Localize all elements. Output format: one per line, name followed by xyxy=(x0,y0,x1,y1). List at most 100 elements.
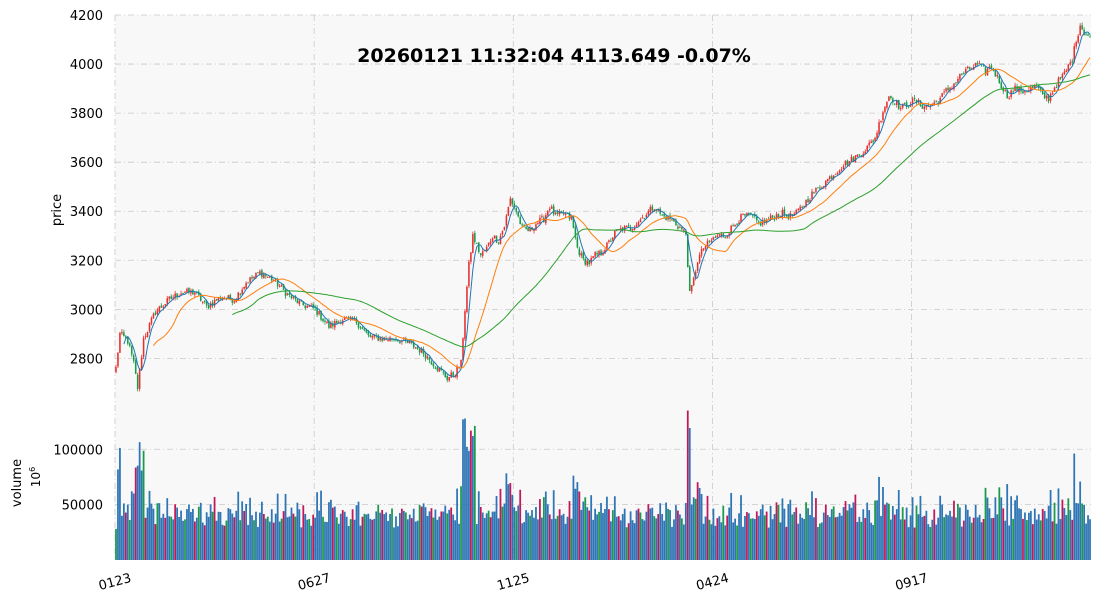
volume-bar xyxy=(635,510,638,560)
volume-bar xyxy=(801,517,804,560)
candle-body xyxy=(939,97,941,104)
volume-bar xyxy=(174,504,177,560)
volume-bar xyxy=(136,465,139,560)
volume-bar xyxy=(1006,484,1009,560)
volume-bar xyxy=(485,513,488,560)
candle-body xyxy=(864,151,867,154)
candle-body xyxy=(422,349,425,355)
candle-body xyxy=(278,286,281,288)
candle-body xyxy=(517,211,520,217)
volume-bar xyxy=(643,520,646,560)
volume-bar xyxy=(606,496,608,560)
volume-bar xyxy=(1010,496,1013,560)
candle-body xyxy=(675,220,677,226)
candle-body xyxy=(846,160,849,166)
volume-bar xyxy=(440,511,443,560)
candle-body xyxy=(631,229,634,231)
candle-body xyxy=(128,343,131,346)
volume-bar xyxy=(675,505,677,560)
volume-bar xyxy=(349,519,352,560)
candle-body xyxy=(698,254,701,263)
volume-bar xyxy=(686,410,689,560)
candle-body xyxy=(523,224,525,226)
volume-bar xyxy=(286,517,289,560)
volume-bar xyxy=(1085,523,1087,560)
volume-bar xyxy=(913,527,916,560)
volume-bar xyxy=(351,509,354,560)
volume-bar xyxy=(404,512,407,560)
volume-bar xyxy=(284,493,287,560)
volume-bar xyxy=(497,518,500,560)
candle-body xyxy=(558,211,561,215)
volume-bar xyxy=(160,517,163,560)
volume-bar xyxy=(479,506,482,560)
candle-body xyxy=(700,248,703,256)
candle-body xyxy=(677,226,679,229)
volume-bar xyxy=(454,520,457,560)
volume-bar xyxy=(657,514,660,560)
volume-bar xyxy=(489,517,492,560)
candle-body xyxy=(324,320,326,322)
candle-body xyxy=(361,327,364,329)
volume-bar xyxy=(1049,489,1052,560)
candle-body xyxy=(343,317,346,320)
volume-bar xyxy=(919,495,922,560)
volume-bar xyxy=(653,516,656,560)
volume-bar xyxy=(773,514,776,560)
volume-bar xyxy=(844,501,847,560)
candle-body xyxy=(805,199,807,207)
volume-bar xyxy=(1055,523,1058,560)
volume-bar xyxy=(684,502,687,560)
candle-body xyxy=(801,206,803,208)
volume-bar xyxy=(1047,505,1050,560)
volume-bar xyxy=(970,522,973,560)
candle-body xyxy=(797,209,799,211)
volume-bar xyxy=(982,518,985,560)
candle-body xyxy=(957,78,959,83)
candle-body xyxy=(830,176,833,179)
volume-bar xyxy=(625,527,628,560)
volume-bar xyxy=(331,507,334,560)
candle-body xyxy=(132,355,135,361)
volume-bar xyxy=(247,524,249,560)
volume-bar xyxy=(996,514,999,560)
volume-bar xyxy=(570,518,573,560)
candle-body xyxy=(811,191,813,199)
candle-body xyxy=(367,331,370,336)
volume-bar xyxy=(665,502,667,560)
volume-bar xyxy=(306,519,309,560)
volume-bar xyxy=(365,514,368,560)
volume-bar xyxy=(420,506,423,560)
volume-bar xyxy=(464,418,466,560)
volume-bar xyxy=(736,525,738,560)
volume-bar xyxy=(819,523,821,560)
volume-bar xyxy=(746,512,748,560)
volume-bar xyxy=(193,521,196,560)
volume-bar xyxy=(716,518,719,560)
volume-bar xyxy=(734,518,736,560)
volume-bar xyxy=(379,512,382,560)
volume-bar xyxy=(481,512,484,560)
candle-body xyxy=(923,106,926,110)
volume-bar xyxy=(708,519,711,560)
volume-bar xyxy=(227,508,230,560)
volume-bar xyxy=(840,515,843,560)
candle-body xyxy=(976,63,979,65)
volume-bar xyxy=(909,515,912,560)
candle-body xyxy=(582,252,585,259)
candle-body xyxy=(868,142,870,146)
volume-bar xyxy=(817,527,819,560)
volume-bar xyxy=(535,507,537,560)
volume-bar xyxy=(864,517,867,560)
volume-bar xyxy=(714,525,717,560)
candle-body xyxy=(166,298,169,304)
candle-body xyxy=(519,216,521,225)
candle-body xyxy=(1053,87,1056,92)
candle-body xyxy=(1024,90,1026,93)
candle-body xyxy=(838,170,841,173)
candle-body xyxy=(706,240,709,248)
volume-bar xyxy=(552,490,555,560)
candle-body xyxy=(164,304,167,306)
volume-bar xyxy=(556,515,559,560)
volume-bar xyxy=(884,504,886,560)
